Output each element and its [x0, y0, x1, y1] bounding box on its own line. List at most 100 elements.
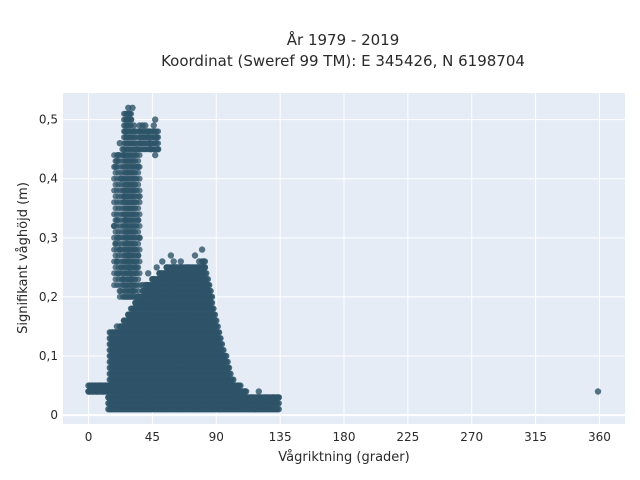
data-point — [136, 199, 143, 206]
data-point — [258, 400, 265, 407]
data-point — [251, 406, 258, 413]
data-point — [208, 299, 216, 306]
data-point — [136, 187, 143, 194]
data-point — [244, 400, 251, 407]
data-point — [255, 388, 262, 395]
x-tick-label: 135 — [269, 430, 292, 444]
data-point — [136, 152, 143, 159]
data-point — [152, 151, 159, 159]
data-point — [113, 323, 121, 330]
data-point — [594, 388, 602, 395]
data-point — [135, 228, 142, 235]
data-point — [136, 270, 143, 277]
data-point — [145, 270, 152, 277]
data-point — [196, 258, 203, 265]
data-point — [136, 211, 143, 218]
data-point — [99, 388, 106, 395]
data-point — [152, 116, 159, 123]
data-point — [155, 146, 162, 153]
data-point — [135, 276, 142, 283]
data-point — [213, 329, 220, 336]
data-point — [136, 175, 143, 182]
data-point — [230, 382, 237, 389]
data-point — [96, 382, 104, 389]
data-point — [135, 193, 142, 200]
x-tick-label: 270 — [460, 430, 483, 444]
x-tick-label: 0 — [85, 430, 93, 444]
x-tick-label: 180 — [333, 430, 356, 444]
data-point — [173, 264, 180, 271]
data-point — [170, 258, 177, 265]
data-point — [275, 406, 282, 413]
data-point — [135, 288, 142, 294]
data-point — [136, 258, 143, 265]
data-point — [204, 281, 211, 289]
data-point — [210, 311, 217, 318]
data-point — [238, 394, 245, 401]
data-point — [187, 270, 194, 277]
data-point — [184, 264, 192, 271]
x-tick-label: 90 — [209, 430, 224, 444]
x-tick-label: 45 — [145, 430, 160, 444]
data-point — [220, 346, 227, 354]
data-point — [135, 217, 142, 224]
data-point — [201, 264, 209, 271]
chart-title: År 1979 - 2019 — [287, 30, 400, 49]
data-point — [275, 394, 282, 401]
data-point — [203, 270, 210, 277]
data-point — [150, 122, 157, 129]
y-tick-label: 0,5 — [39, 113, 58, 127]
data-point — [149, 276, 156, 283]
data-point — [181, 270, 189, 277]
data-point — [163, 264, 170, 271]
data-point — [207, 287, 214, 295]
data-point — [116, 140, 124, 147]
x-tick-label: 315 — [524, 430, 547, 444]
data-point — [155, 128, 162, 135]
data-point — [110, 341, 118, 348]
data-points — [85, 104, 602, 413]
data-point — [135, 205, 142, 212]
data-point — [227, 376, 234, 383]
y-tick-label: 0,3 — [39, 231, 58, 245]
data-point — [128, 110, 135, 117]
data-point — [234, 388, 241, 395]
chart-subtitle: Koordinat (Sweref 99 TM): E 345426, N 61… — [161, 52, 525, 70]
data-point — [142, 122, 149, 129]
data-point — [136, 293, 143, 300]
data-point — [135, 169, 142, 176]
data-point — [135, 158, 142, 164]
data-point — [109, 329, 116, 336]
data-point — [136, 282, 143, 289]
data-point — [241, 388, 248, 395]
data-point — [136, 163, 143, 170]
data-point — [130, 305, 138, 312]
data-point — [269, 394, 277, 401]
data-point — [120, 317, 128, 324]
y-tick-labels: 0 0,1 0,2 0,3 0,4 0,5 — [39, 113, 58, 423]
data-point — [106, 400, 114, 407]
data-point — [127, 341, 135, 348]
data-point — [116, 352, 124, 360]
data-point — [155, 140, 162, 147]
data-point — [159, 258, 166, 265]
data-point — [105, 394, 112, 401]
data-point — [142, 287, 149, 295]
data-point — [102, 382, 109, 389]
data-point — [213, 317, 220, 324]
data-point — [201, 258, 209, 265]
data-point — [252, 400, 260, 407]
data-point — [135, 264, 142, 271]
data-point — [167, 252, 175, 259]
data-point — [227, 370, 234, 377]
y-tick-label: 0,1 — [39, 349, 58, 363]
y-axis-title: Signifikant våghöjd (m) — [16, 182, 31, 334]
data-point — [204, 276, 211, 283]
y-tick-label: 0,4 — [39, 172, 58, 186]
data-point — [237, 382, 244, 389]
data-point — [248, 394, 255, 401]
data-point — [191, 252, 199, 259]
data-point — [135, 240, 142, 247]
data-point — [207, 293, 214, 301]
